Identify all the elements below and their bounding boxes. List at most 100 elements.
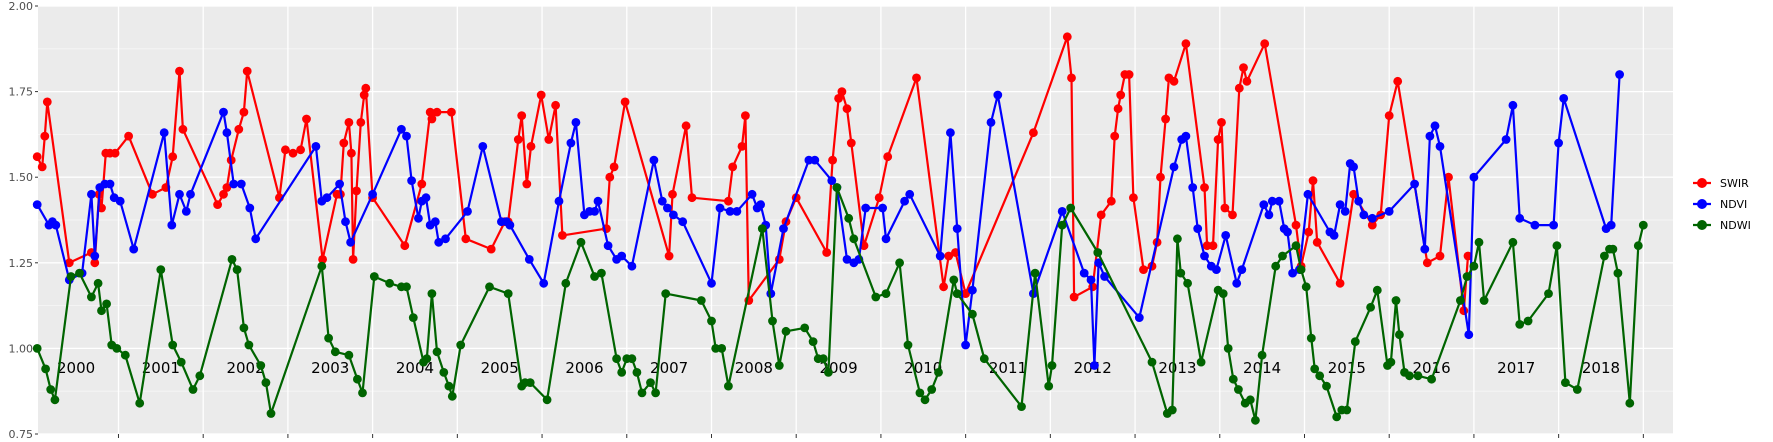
ndwi-point [915, 388, 925, 398]
ndwi-point [358, 388, 367, 398]
ndwi-point [353, 374, 362, 384]
ndvi-point [1354, 196, 1364, 206]
ndwi-point [324, 333, 333, 343]
major-gridlines [38, 5, 1673, 435]
ndvi-point [571, 118, 581, 127]
ndvi-point [346, 237, 355, 247]
swir-point [1435, 251, 1445, 261]
swir-point [1181, 39, 1191, 49]
ndvi-point [554, 196, 564, 206]
ndvi-point [1100, 272, 1109, 281]
ndvi-point [1079, 268, 1089, 278]
ndwi-point [97, 306, 106, 316]
ndvi-point [657, 196, 667, 206]
ndwi-point [156, 265, 166, 274]
swir-point [620, 97, 630, 107]
swir-point [609, 162, 619, 172]
ndwi-point [774, 361, 784, 370]
ndvi-point [1335, 200, 1345, 210]
ndvi-point [961, 340, 970, 350]
ndvi-point [1501, 135, 1511, 144]
swir-point [1062, 32, 1072, 42]
ndwi-point [979, 354, 989, 364]
swir-point [344, 118, 354, 127]
ndwi-point [1479, 296, 1489, 305]
swir-point [961, 289, 970, 298]
ndvi-point [1057, 207, 1067, 216]
swir-point [234, 124, 244, 134]
ndvi-point [335, 179, 344, 189]
series-ndwi [32, 183, 1648, 425]
swir-point [1335, 278, 1345, 288]
ndwi-point [1315, 371, 1325, 381]
swir-point [417, 179, 427, 189]
ndvi-point [1384, 207, 1394, 216]
ndvi-point [1435, 142, 1445, 151]
swir-point [1161, 114, 1170, 124]
ndvi-point [747, 189, 757, 199]
ndwi-point [1342, 405, 1352, 415]
ndvi-point [1221, 231, 1231, 240]
ndvi-point [707, 278, 716, 288]
swir-point [687, 193, 697, 203]
ndvi-point [251, 234, 261, 244]
ndvi-point [603, 241, 613, 251]
ndwi-point [952, 289, 962, 298]
swir-point [1242, 76, 1252, 86]
swir-point [1349, 189, 1358, 199]
ndvi-point [159, 128, 169, 138]
ndwi-point [1176, 268, 1186, 278]
ndvi-point [1410, 179, 1419, 189]
swir-point [1444, 172, 1453, 182]
ndwi-point [1167, 405, 1177, 415]
ndwi-point [927, 385, 937, 394]
swir-point [427, 114, 437, 124]
ndvi-point [1464, 330, 1474, 340]
year-label: 2001 [142, 359, 180, 377]
swir-point [1422, 258, 1432, 268]
ndwi-point [1523, 316, 1533, 326]
ndwi-point [120, 350, 130, 360]
ndwi-point [188, 385, 198, 394]
ndwi-point [934, 368, 943, 377]
swir-point [352, 186, 361, 196]
swir-point [1139, 265, 1148, 274]
ndvi-point [861, 203, 871, 213]
ndwi-point [1572, 385, 1582, 394]
ndwi-point [1600, 251, 1609, 261]
swir-point [222, 183, 232, 192]
year-label: 2015 [1328, 359, 1366, 377]
ndwi-point [1544, 289, 1553, 298]
ndwi-point [844, 213, 854, 223]
swir-point [178, 124, 188, 134]
ndvi-point [590, 207, 599, 216]
ndwi-point [1057, 220, 1067, 230]
swir-point [400, 241, 410, 251]
ndvi-point [1303, 189, 1313, 199]
ndvi-point [1181, 131, 1191, 141]
swir-point [318, 255, 327, 264]
swir-point [1113, 104, 1123, 114]
ndwi-point [781, 326, 791, 336]
year-label: 2000 [57, 359, 95, 377]
swir-point [425, 107, 435, 117]
swir-point [837, 87, 847, 96]
legend-item-swir: SWIR [1693, 177, 1749, 190]
ndvi-point [669, 210, 678, 220]
swir-point [828, 155, 837, 165]
swir-point [1029, 128, 1038, 138]
ndvi-point [1367, 213, 1377, 223]
ndwi-point [1469, 261, 1479, 271]
swir-point [1069, 292, 1079, 302]
ndwi-point [1310, 364, 1320, 374]
ndvi-point [90, 251, 100, 261]
ndvi-point [993, 90, 1003, 100]
ndwi-point [266, 409, 276, 418]
legend-item-ndwi: NDWI [1693, 219, 1751, 232]
ndwi-point [432, 347, 442, 357]
swir-point [296, 145, 305, 155]
ndvi-point [952, 224, 962, 234]
ndwi-point [1301, 282, 1311, 292]
y-tick-label: 2.00 [9, 0, 34, 13]
swir-point [681, 121, 691, 131]
